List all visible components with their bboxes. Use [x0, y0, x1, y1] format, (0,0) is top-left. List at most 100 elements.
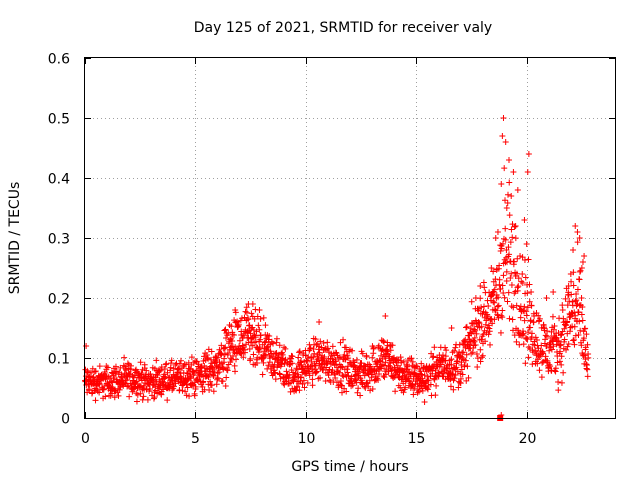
data-point — [382, 313, 389, 319]
data-point — [213, 354, 220, 361]
x-tick-label: 20 — [519, 431, 537, 447]
x-axis-label: GPS time / hours — [291, 459, 408, 475]
data-point — [310, 354, 317, 361]
data-point — [283, 368, 290, 375]
data-point — [522, 274, 529, 281]
data-point — [338, 363, 345, 370]
tick-labels: 0 5 10 15 20 0 0.1 0.2 0.3 0.4 0.5 0.6 — [48, 52, 537, 448]
data-point — [205, 355, 212, 362]
data-point — [473, 330, 480, 337]
data-point — [490, 298, 497, 305]
data-point — [150, 395, 157, 402]
data-point — [186, 365, 193, 372]
data-point — [543, 333, 550, 340]
data-point — [376, 371, 383, 378]
data-point — [260, 314, 267, 321]
data-point — [228, 323, 235, 330]
data-point — [417, 382, 424, 389]
data-point — [520, 341, 527, 348]
data-point — [329, 343, 336, 350]
data-point — [525, 256, 532, 263]
data-point — [521, 257, 528, 264]
data-point — [213, 355, 220, 362]
data-point — [499, 282, 506, 289]
data-point — [530, 319, 537, 326]
data-point — [216, 346, 223, 353]
data-point — [472, 327, 479, 334]
data-point — [270, 340, 277, 347]
data-point — [572, 312, 579, 319]
data-point — [539, 350, 546, 357]
data-point — [102, 393, 109, 400]
data-point — [128, 362, 135, 369]
data-point — [312, 336, 319, 343]
data-point — [162, 361, 169, 368]
data-point — [315, 355, 322, 362]
data-point — [363, 353, 370, 360]
data-point — [561, 325, 568, 332]
data-point — [316, 319, 323, 325]
data-point — [524, 169, 531, 175]
data-point — [553, 334, 560, 341]
data-point — [508, 281, 515, 288]
data-point — [535, 312, 542, 319]
data-point — [419, 387, 426, 394]
data-point — [135, 370, 142, 377]
data-point — [573, 290, 580, 297]
data-point — [452, 371, 459, 378]
data-point — [576, 268, 583, 275]
data-point — [296, 349, 303, 356]
x-tick-label: 15 — [408, 431, 426, 447]
data-point — [322, 377, 329, 384]
data-point — [421, 398, 428, 405]
data-point — [502, 225, 509, 232]
data-point — [324, 339, 331, 346]
data-point — [329, 367, 336, 374]
data-point — [409, 358, 416, 365]
data-point — [247, 330, 254, 337]
data-point — [301, 370, 308, 377]
data-point — [494, 303, 501, 310]
data-point — [341, 352, 348, 359]
data-point — [398, 359, 405, 366]
data-point — [232, 307, 239, 313]
data-point — [107, 392, 114, 399]
data-point — [421, 372, 428, 379]
data-point — [525, 329, 532, 336]
data-point — [117, 364, 124, 371]
data-point — [521, 303, 528, 310]
data-point — [337, 339, 344, 346]
data-point — [523, 312, 530, 319]
data-point — [160, 386, 167, 393]
data-point — [550, 343, 557, 350]
data-point — [506, 212, 513, 219]
data-point — [176, 360, 183, 367]
data-point — [298, 374, 305, 381]
data-point — [557, 332, 564, 339]
data-point — [304, 379, 311, 386]
data-point — [184, 370, 191, 377]
data-point — [168, 357, 175, 364]
data-point — [195, 361, 202, 368]
data-point — [206, 371, 213, 378]
data-point — [408, 382, 415, 389]
data-point — [468, 298, 475, 305]
data-point — [411, 385, 418, 392]
data-point — [473, 350, 480, 357]
data-point — [507, 275, 514, 282]
data-point — [564, 318, 571, 325]
data-point — [408, 355, 415, 362]
data-point — [576, 235, 583, 241]
data-point — [90, 373, 97, 380]
data-point — [550, 289, 557, 295]
data-point — [243, 304, 250, 311]
data-point — [218, 342, 225, 349]
data-point — [578, 265, 585, 271]
plot-frame — [84, 57, 616, 419]
data-point — [92, 397, 99, 404]
data-point — [550, 326, 557, 333]
data-point — [241, 314, 248, 321]
data-point — [574, 239, 581, 246]
data-point — [516, 341, 523, 348]
data-point — [560, 369, 567, 376]
